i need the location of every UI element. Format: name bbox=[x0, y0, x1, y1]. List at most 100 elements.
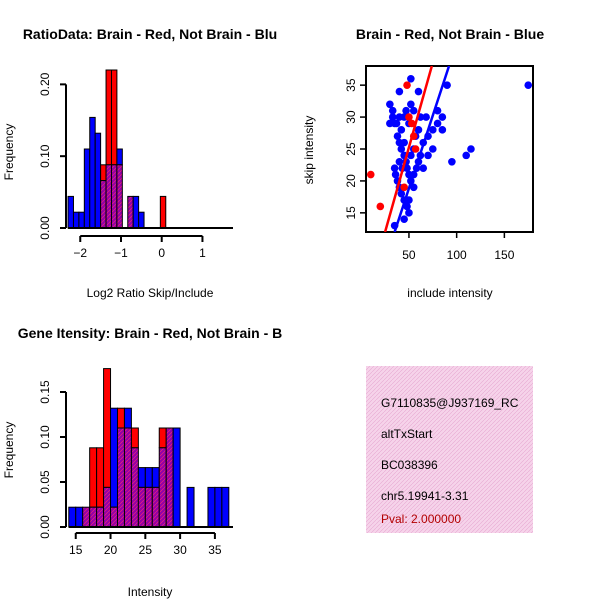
intensity-x-tick-label-1: 20 bbox=[104, 543, 118, 557]
ratio-histogram-bars bbox=[67, 69, 167, 229]
ratio-bar-top-1 bbox=[72, 211, 80, 229]
intensity-bar-overlap-3 bbox=[89, 506, 98, 528]
ratio-bar-overlap-6 bbox=[100, 180, 107, 229]
intensity-histogram-panel: Gene Itensity: Brain - Red, Not Brain - … bbox=[2, 325, 282, 599]
info-line-accession: BC038396 bbox=[381, 458, 438, 472]
scatter-point-blue-34 bbox=[391, 170, 400, 179]
scatter-x-tick-label-2: 150 bbox=[494, 248, 514, 262]
ratio-bar-top-8 bbox=[110, 69, 118, 166]
intensity-bar-top-10 bbox=[137, 467, 146, 488]
scatter-point-red-3 bbox=[403, 81, 411, 89]
intensity-x-tick-label-0: 15 bbox=[69, 543, 83, 557]
ratio-bar-top-5 bbox=[94, 132, 102, 229]
scatter-point-red-2 bbox=[400, 183, 408, 192]
scatter-point-blue-29 bbox=[448, 157, 456, 166]
scatter-point-blue-60 bbox=[407, 74, 415, 83]
intensity-y-tick-label-0: 0.00 bbox=[38, 515, 52, 539]
info-box-panel: G7110835@J937169_RC altTxStart BC038396 … bbox=[366, 366, 533, 533]
intensity-bar-overlap-5 bbox=[103, 486, 112, 528]
intensity-bar-top-1 bbox=[75, 506, 84, 528]
intensity-y-tick-label-2: 0.10 bbox=[38, 425, 52, 449]
scatter-ylabel: skip intensity bbox=[302, 116, 316, 185]
scatter-point-blue-59 bbox=[438, 126, 447, 134]
ratio-bar-overlap-9 bbox=[116, 164, 123, 229]
scatter-x-tick-label-1: 100 bbox=[447, 248, 467, 262]
scatter-point-blue-26 bbox=[433, 119, 442, 128]
scatter-point-blue-30 bbox=[462, 151, 471, 160]
ratio-bar-top-4 bbox=[89, 116, 96, 229]
intensity-bar-top-0 bbox=[68, 506, 77, 528]
scatter-panel: Brain - Red, Not Brain - Blue 50 100 150 15… bbox=[302, 26, 544, 300]
intensity-histogram-title: Gene Itensity: Brain - Red, Not Brain - … bbox=[18, 325, 282, 341]
scatter-point-blue-31 bbox=[467, 145, 475, 153]
info-line-event-type: altTxStart bbox=[381, 427, 433, 441]
intensity-bar-top-11 bbox=[144, 467, 153, 488]
scatter-y-tick-label-2: 25 bbox=[344, 142, 358, 156]
intensity-bar-top-22 bbox=[221, 486, 230, 528]
ratio-bar-top-17 bbox=[159, 195, 167, 229]
intensity-bar-top-3 bbox=[89, 447, 98, 508]
scatter-point-red-0 bbox=[366, 170, 375, 179]
scatter-point-blue-40 bbox=[405, 209, 413, 217]
ratio-histogram-axes: −2 −1 0 1 0.00 0.10 0.20 bbox=[38, 72, 233, 260]
intensity-histogram-ylabel: Frequency bbox=[2, 422, 16, 479]
intensity-bar-overlap-14 bbox=[165, 427, 174, 528]
scatter-axes: 50 100 150 15 20 25 30 35 bbox=[344, 78, 515, 262]
intensity-bar-overlap-12 bbox=[151, 486, 160, 528]
ratio-bar-top-0 bbox=[67, 195, 74, 229]
ratio-y-tick-label-0: 0.00 bbox=[38, 216, 52, 240]
scatter-point-blue-61 bbox=[414, 87, 423, 96]
ratio-x-tick-label-2: 0 bbox=[158, 246, 165, 260]
intensity-x-tick-label-4: 35 bbox=[208, 543, 222, 557]
scatter-x-tick-label-0: 50 bbox=[402, 248, 416, 262]
intensity-histogram-xlabel: Intensity bbox=[128, 585, 173, 599]
intensity-bar-top-21 bbox=[214, 486, 223, 528]
scatter-point-blue-45 bbox=[414, 126, 423, 134]
scatter-fit-line-blue bbox=[393, 66, 451, 232]
ratio-y-tick-label-1: 0.10 bbox=[38, 144, 52, 168]
intensity-bar-overlap-7 bbox=[116, 427, 125, 528]
ratio-bar-overlap-7 bbox=[105, 164, 112, 229]
scatter-point-blue-2 bbox=[388, 113, 397, 121]
scatter-point-blue-50 bbox=[407, 151, 415, 160]
scatter-point-blue-49 bbox=[400, 138, 408, 147]
info-line-location: chr5.19941-3.31 bbox=[381, 489, 469, 503]
scatter-point-blue-10 bbox=[409, 106, 418, 115]
intensity-bar-top-7 bbox=[116, 407, 125, 429]
ratio-y-tick-label-2: 0.20 bbox=[38, 72, 52, 96]
intensity-bar-overlap-6 bbox=[110, 506, 118, 528]
scatter-point-blue-9 bbox=[407, 100, 415, 109]
intensity-bar-top-9 bbox=[130, 427, 139, 449]
scatter-y-tick-label-4: 35 bbox=[344, 78, 358, 92]
ratio-histogram-panel: RatioData: Brain - Red, Not Brain - Blu … bbox=[2, 26, 277, 300]
scatter-y-tick-label-0: 15 bbox=[344, 206, 358, 220]
intensity-x-tick-label-3: 30 bbox=[173, 543, 187, 557]
scatter-fit-line-red bbox=[383, 66, 434, 232]
info-line-probe-id: G7110835@J937169_RC bbox=[381, 396, 519, 410]
intensity-bar-overlap-10 bbox=[137, 486, 146, 528]
scatter-point-blue-53 bbox=[405, 196, 413, 204]
scatter-point-blue-39 bbox=[403, 202, 411, 211]
ratio-bar-top-9 bbox=[116, 148, 123, 166]
scatter-point-blue-32 bbox=[524, 81, 533, 89]
scatter-y-tick-label-1: 20 bbox=[344, 174, 358, 188]
scatter-point-blue-37 bbox=[397, 189, 406, 198]
intensity-bar-top-15 bbox=[172, 427, 181, 528]
scatter-point-blue-62 bbox=[422, 113, 430, 121]
scatter-point-blue-28 bbox=[443, 81, 451, 89]
intensity-bar-overlap-13 bbox=[158, 447, 167, 528]
intensity-bar-top-5 bbox=[103, 368, 112, 488]
scatter-point-blue-55 bbox=[419, 164, 428, 172]
scatter-points bbox=[366, 66, 533, 232]
intensity-bar-overlap-11 bbox=[144, 486, 153, 528]
scatter-point-blue-63 bbox=[395, 87, 404, 96]
intensity-bar-overlap-9 bbox=[130, 447, 139, 528]
ratio-histogram-ylabel: Frequency bbox=[2, 124, 16, 181]
ratio-x-tick-label-1: −1 bbox=[114, 246, 128, 260]
scatter-xlabel: include intensity bbox=[407, 286, 492, 300]
intensity-bar-top-8 bbox=[123, 407, 132, 429]
scatter-point-blue-47 bbox=[386, 100, 394, 109]
scatter-point-blue-56 bbox=[424, 151, 432, 160]
scatter-point-blue-7 bbox=[402, 106, 410, 115]
ratio-x-tick-label-3: 1 bbox=[199, 246, 206, 260]
